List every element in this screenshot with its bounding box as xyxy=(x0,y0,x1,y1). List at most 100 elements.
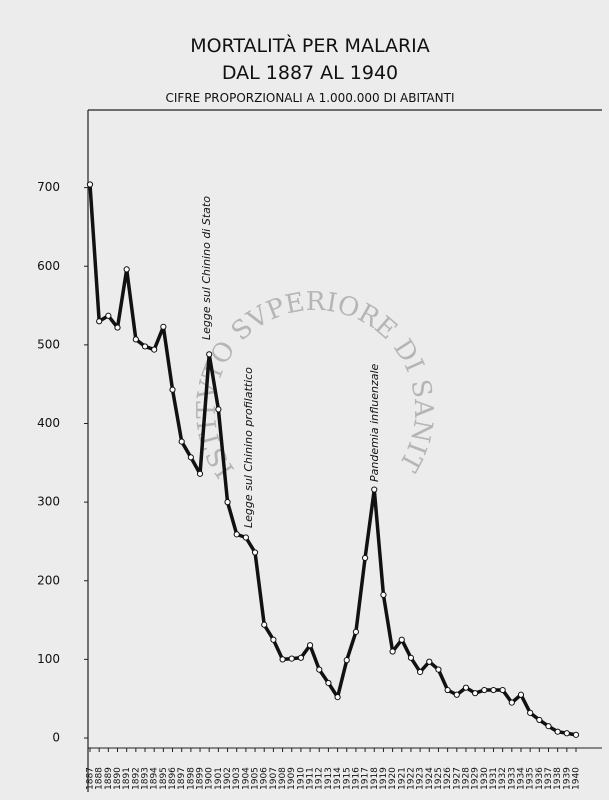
data-point xyxy=(160,323,167,330)
x-tick-label: 1928 xyxy=(461,767,471,790)
y-tick-label: 400 xyxy=(37,416,60,430)
data-point xyxy=(352,628,360,635)
data-point xyxy=(517,691,525,698)
data-point xyxy=(499,686,506,694)
annotation: Pandemia influenzale xyxy=(368,363,381,482)
data-point xyxy=(288,655,295,662)
x-tick-label: 1896 xyxy=(168,767,178,790)
data-point xyxy=(114,324,121,331)
x-tick-label: 1899 xyxy=(196,767,206,790)
data-point xyxy=(407,654,415,661)
y-tick-label: 500 xyxy=(37,337,60,351)
x-tick-label: 1897 xyxy=(177,767,187,790)
data-point xyxy=(472,690,479,697)
chart-subtitle: DAL 1887 AL 1940 xyxy=(222,62,398,84)
x-tick-label: 1915 xyxy=(342,767,352,790)
x-tick-label: 1891 xyxy=(122,767,132,790)
x-tick-label: 1934 xyxy=(516,767,526,790)
y-tick-label: 600 xyxy=(37,259,60,273)
x-tick-label: 1914 xyxy=(333,767,343,790)
chart-title: MORTALITÀ PER MALARIA xyxy=(190,34,430,57)
x-tick-label: 1901 xyxy=(214,767,224,790)
x-tick-label: 1903 xyxy=(232,767,242,790)
data-point xyxy=(343,657,350,664)
data-point xyxy=(389,648,396,655)
data-point xyxy=(242,534,249,541)
x-tick-label: 1924 xyxy=(425,767,435,790)
x-tick-label: 1906 xyxy=(260,767,270,790)
x-tick-label: 1887 xyxy=(86,767,96,790)
data-point xyxy=(572,731,580,738)
data-point xyxy=(554,728,561,735)
data-point xyxy=(251,549,259,556)
data-point xyxy=(297,654,305,661)
x-tick-label: 1937 xyxy=(544,767,554,790)
data-point xyxy=(279,656,286,663)
x-tick-label: 1922 xyxy=(406,767,416,790)
data-point xyxy=(545,723,552,730)
data-point xyxy=(426,658,433,665)
x-tick-label: 1889 xyxy=(104,767,114,790)
data-point xyxy=(444,686,451,694)
data-point xyxy=(453,691,460,698)
data-point xyxy=(233,531,240,538)
y-tick-label: 700 xyxy=(37,180,60,194)
x-tick-label: 1907 xyxy=(269,767,279,790)
data-point xyxy=(306,642,314,649)
data-point xyxy=(132,336,139,343)
data-point xyxy=(316,666,323,673)
x-tick-label: 1932 xyxy=(498,767,508,790)
data-point xyxy=(206,351,213,358)
data-point xyxy=(123,266,130,273)
x-tick-label: 1936 xyxy=(535,767,545,790)
x-tick-label: 1898 xyxy=(186,767,196,790)
data-point xyxy=(398,636,405,643)
x-tick-label: 1902 xyxy=(223,767,233,790)
x-tick-label: 1925 xyxy=(434,767,444,790)
x-tick-label: 1894 xyxy=(150,767,160,790)
annotation: Legge sul Chinino profilattico xyxy=(242,367,255,528)
x-tick-label: 1930 xyxy=(480,767,490,790)
data-point xyxy=(270,636,277,643)
data-point xyxy=(334,694,341,701)
x-tick-label: 1938 xyxy=(553,767,563,790)
x-tick-label: 1911 xyxy=(306,767,316,790)
x-tick-label: 1913 xyxy=(324,767,334,790)
x-tick-label: 1940 xyxy=(572,767,582,790)
data-point xyxy=(371,486,378,493)
data-point xyxy=(187,454,194,461)
data-point xyxy=(224,499,231,506)
data-point xyxy=(96,318,103,325)
x-tick-label: 1912 xyxy=(315,767,325,790)
chart-note: CIFRE PROPORZIONALI A 1.000.000 DI ABITA… xyxy=(166,91,455,105)
y-tick-label: 100 xyxy=(37,652,60,666)
annotation: Legge sul Chinino di Stato xyxy=(200,196,213,340)
x-tick-label: 1933 xyxy=(507,767,517,790)
y-tick-label: 0 xyxy=(52,731,60,745)
x-tick-label: 1908 xyxy=(278,767,288,790)
data-point xyxy=(151,346,158,353)
x-tick-label: 1920 xyxy=(388,767,398,790)
x-tick-label: 1916 xyxy=(351,767,361,790)
x-tick-label: 1910 xyxy=(296,767,306,790)
data-point xyxy=(417,668,424,676)
data-point xyxy=(215,406,222,413)
data-point xyxy=(196,470,204,477)
data-point xyxy=(105,312,112,319)
data-point xyxy=(462,684,470,691)
x-tick-label: 1900 xyxy=(205,767,215,790)
x-tick-label: 1909 xyxy=(287,767,297,790)
x-tick-label: 1939 xyxy=(562,767,572,790)
x-tick-label: 1893 xyxy=(141,767,151,790)
data-point xyxy=(86,181,94,188)
data-point xyxy=(527,709,534,716)
x-tick-label: 1923 xyxy=(416,767,426,790)
y-tick-label: 300 xyxy=(37,495,60,509)
data-point xyxy=(141,343,149,350)
data-point xyxy=(325,679,332,687)
x-tick-label: 1918 xyxy=(370,767,380,790)
data-point xyxy=(380,591,387,599)
x-tick-label: 1905 xyxy=(251,767,261,790)
